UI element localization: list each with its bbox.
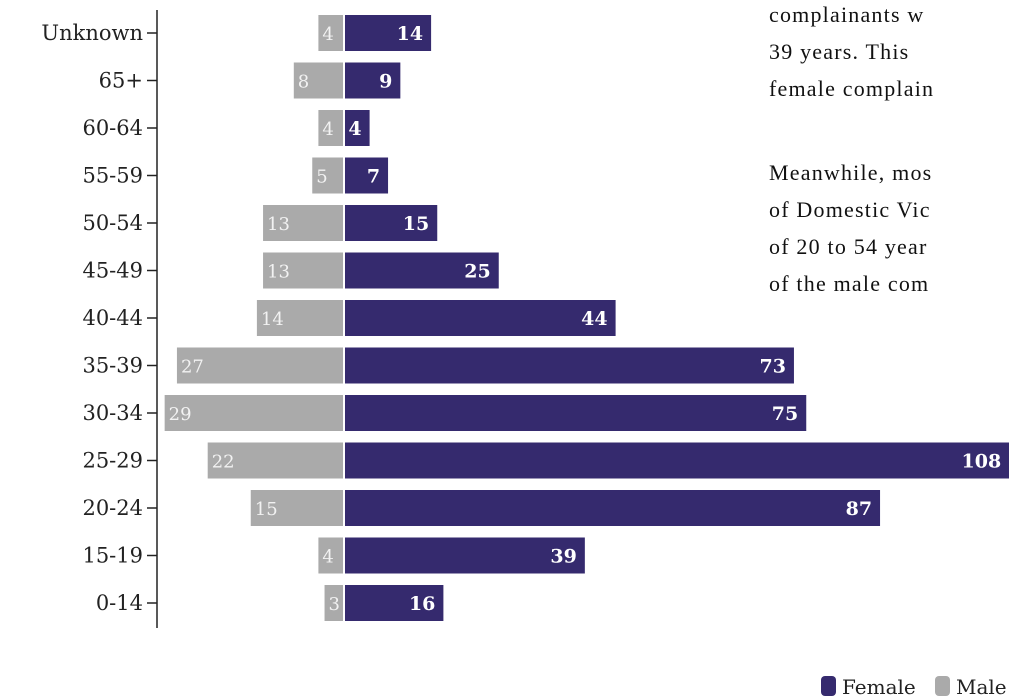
male-bar bbox=[250, 490, 343, 526]
female-bar bbox=[345, 157, 389, 194]
y-tick-label: 55-59 bbox=[82, 164, 143, 188]
male-bar bbox=[318, 15, 343, 51]
female-bar bbox=[345, 205, 438, 241]
male-value-label: 4 bbox=[322, 119, 333, 140]
female-bar bbox=[345, 347, 794, 384]
y-tick-label: Unknown bbox=[41, 21, 143, 45]
female-bar bbox=[345, 585, 444, 621]
male-value-label: 15 bbox=[255, 499, 278, 520]
side-paragraph: complainants w 39 years. This female com… bbox=[769, 0, 1009, 320]
y-tick-label: 60-64 bbox=[82, 116, 143, 140]
female-value-label: 75 bbox=[772, 403, 798, 425]
side-text-line: Meanwhile, mos bbox=[769, 160, 933, 185]
male-bar bbox=[318, 110, 343, 146]
male-bar bbox=[293, 62, 343, 99]
male-value-label: 4 bbox=[322, 547, 333, 568]
y-tick-label: 30-34 bbox=[82, 401, 143, 425]
legend-label-male: Male bbox=[956, 675, 1007, 697]
legend-swatch-male bbox=[935, 676, 950, 696]
y-tick-label: 20-24 bbox=[82, 496, 143, 520]
male-value-label: 27 bbox=[181, 357, 204, 378]
female-bar bbox=[345, 62, 401, 99]
legend-swatch-female bbox=[821, 676, 836, 696]
male-bar bbox=[256, 300, 343, 336]
male-bar bbox=[263, 205, 343, 241]
female-value-label: 108 bbox=[962, 451, 1002, 473]
y-tick-label: 50-54 bbox=[82, 211, 143, 235]
female-value-label: 44 bbox=[581, 308, 607, 330]
female-bar bbox=[345, 490, 881, 526]
legend-label-female: Female bbox=[842, 675, 916, 697]
female-value-label: 9 bbox=[379, 71, 392, 93]
male-value-label: 14 bbox=[261, 309, 284, 330]
male-bar bbox=[318, 537, 343, 574]
female-bar bbox=[345, 537, 585, 574]
side-text-line: complainants w bbox=[769, 2, 925, 27]
male-value-label: 8 bbox=[298, 72, 309, 93]
female-bar bbox=[345, 15, 432, 51]
female-value-label: 25 bbox=[464, 261, 490, 283]
male-value-label: 13 bbox=[267, 214, 290, 235]
female-value-label: 39 bbox=[550, 546, 576, 568]
y-tick-label: 0-14 bbox=[96, 591, 143, 615]
male-value-label: 3 bbox=[329, 594, 340, 615]
male-value-label: 13 bbox=[267, 262, 290, 283]
female-bar bbox=[345, 395, 807, 431]
y-tick-label: 35-39 bbox=[82, 354, 143, 378]
male-value-label: 29 bbox=[169, 404, 192, 425]
male-value-label: 4 bbox=[322, 24, 333, 45]
side-text-line: of 20 to 54 year bbox=[769, 234, 928, 259]
side-text-line: female complain bbox=[769, 76, 935, 101]
y-tick-label: 15-19 bbox=[82, 544, 143, 568]
female-bar bbox=[345, 300, 616, 336]
male-value-label: 22 bbox=[212, 452, 235, 473]
female-value-label: 15 bbox=[403, 213, 429, 235]
male-bar bbox=[312, 157, 343, 194]
female-value-label: 7 bbox=[367, 166, 380, 188]
male-bar bbox=[324, 585, 343, 621]
female-bar bbox=[345, 252, 499, 289]
female-value-label: 14 bbox=[397, 23, 423, 45]
male-bar bbox=[263, 252, 343, 289]
y-tick-label: 65+ bbox=[99, 69, 143, 93]
legend: Female Male bbox=[821, 675, 1007, 697]
male-value-label: 5 bbox=[316, 167, 327, 188]
female-value-label: 16 bbox=[409, 593, 435, 615]
side-text-line: 39 years. This bbox=[769, 39, 910, 64]
female-value-label: 73 bbox=[759, 356, 785, 378]
male-bar bbox=[176, 347, 343, 384]
y-tick-label: 45-49 bbox=[82, 259, 143, 283]
female-bar bbox=[345, 442, 1009, 479]
female-bar bbox=[345, 110, 370, 146]
female-value-label: 87 bbox=[846, 498, 872, 520]
side-text-line: of the male com bbox=[769, 271, 930, 296]
side-text-line: of Domestic Vic bbox=[769, 197, 931, 222]
male-bar bbox=[164, 395, 343, 431]
female-value-label: 4 bbox=[348, 118, 361, 140]
male-bar bbox=[207, 442, 343, 479]
y-tick-label: 25-29 bbox=[82, 449, 143, 473]
y-tick-label: 40-44 bbox=[82, 306, 143, 330]
